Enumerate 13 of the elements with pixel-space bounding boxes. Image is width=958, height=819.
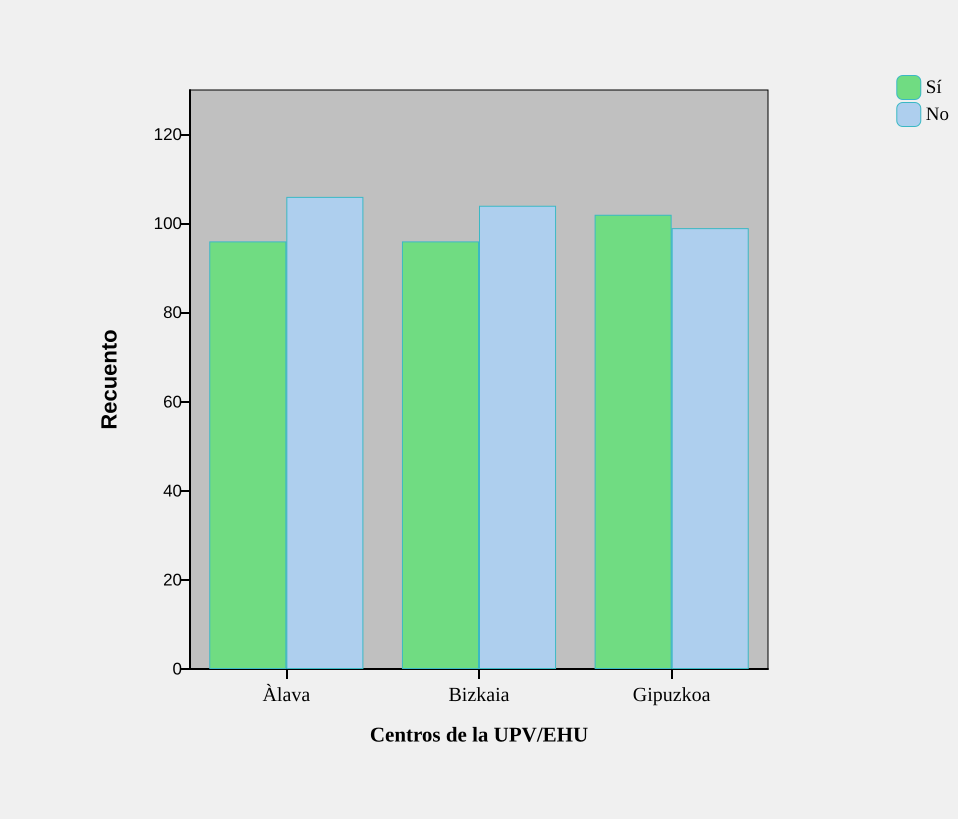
- x-tick-label: Bizkaia: [448, 684, 510, 706]
- legend-label: No: [926, 104, 950, 125]
- y-tick-label: 100: [154, 214, 182, 234]
- y-tick-label: 40: [163, 481, 182, 500]
- y-tick-label: 20: [163, 570, 182, 590]
- y-axis-title: Recuento: [96, 329, 122, 430]
- x-tick-label: Àlava: [262, 683, 310, 706]
- x-axis-title: Centros de la UPV/EHU: [370, 722, 588, 746]
- y-tick-label: 60: [163, 392, 182, 412]
- y-tick-label: 80: [163, 303, 182, 322]
- legend-label: Sí: [926, 77, 942, 98]
- x-tick-label: Gipuzkoa: [632, 684, 711, 706]
- y-tick-label: 120: [154, 125, 182, 144]
